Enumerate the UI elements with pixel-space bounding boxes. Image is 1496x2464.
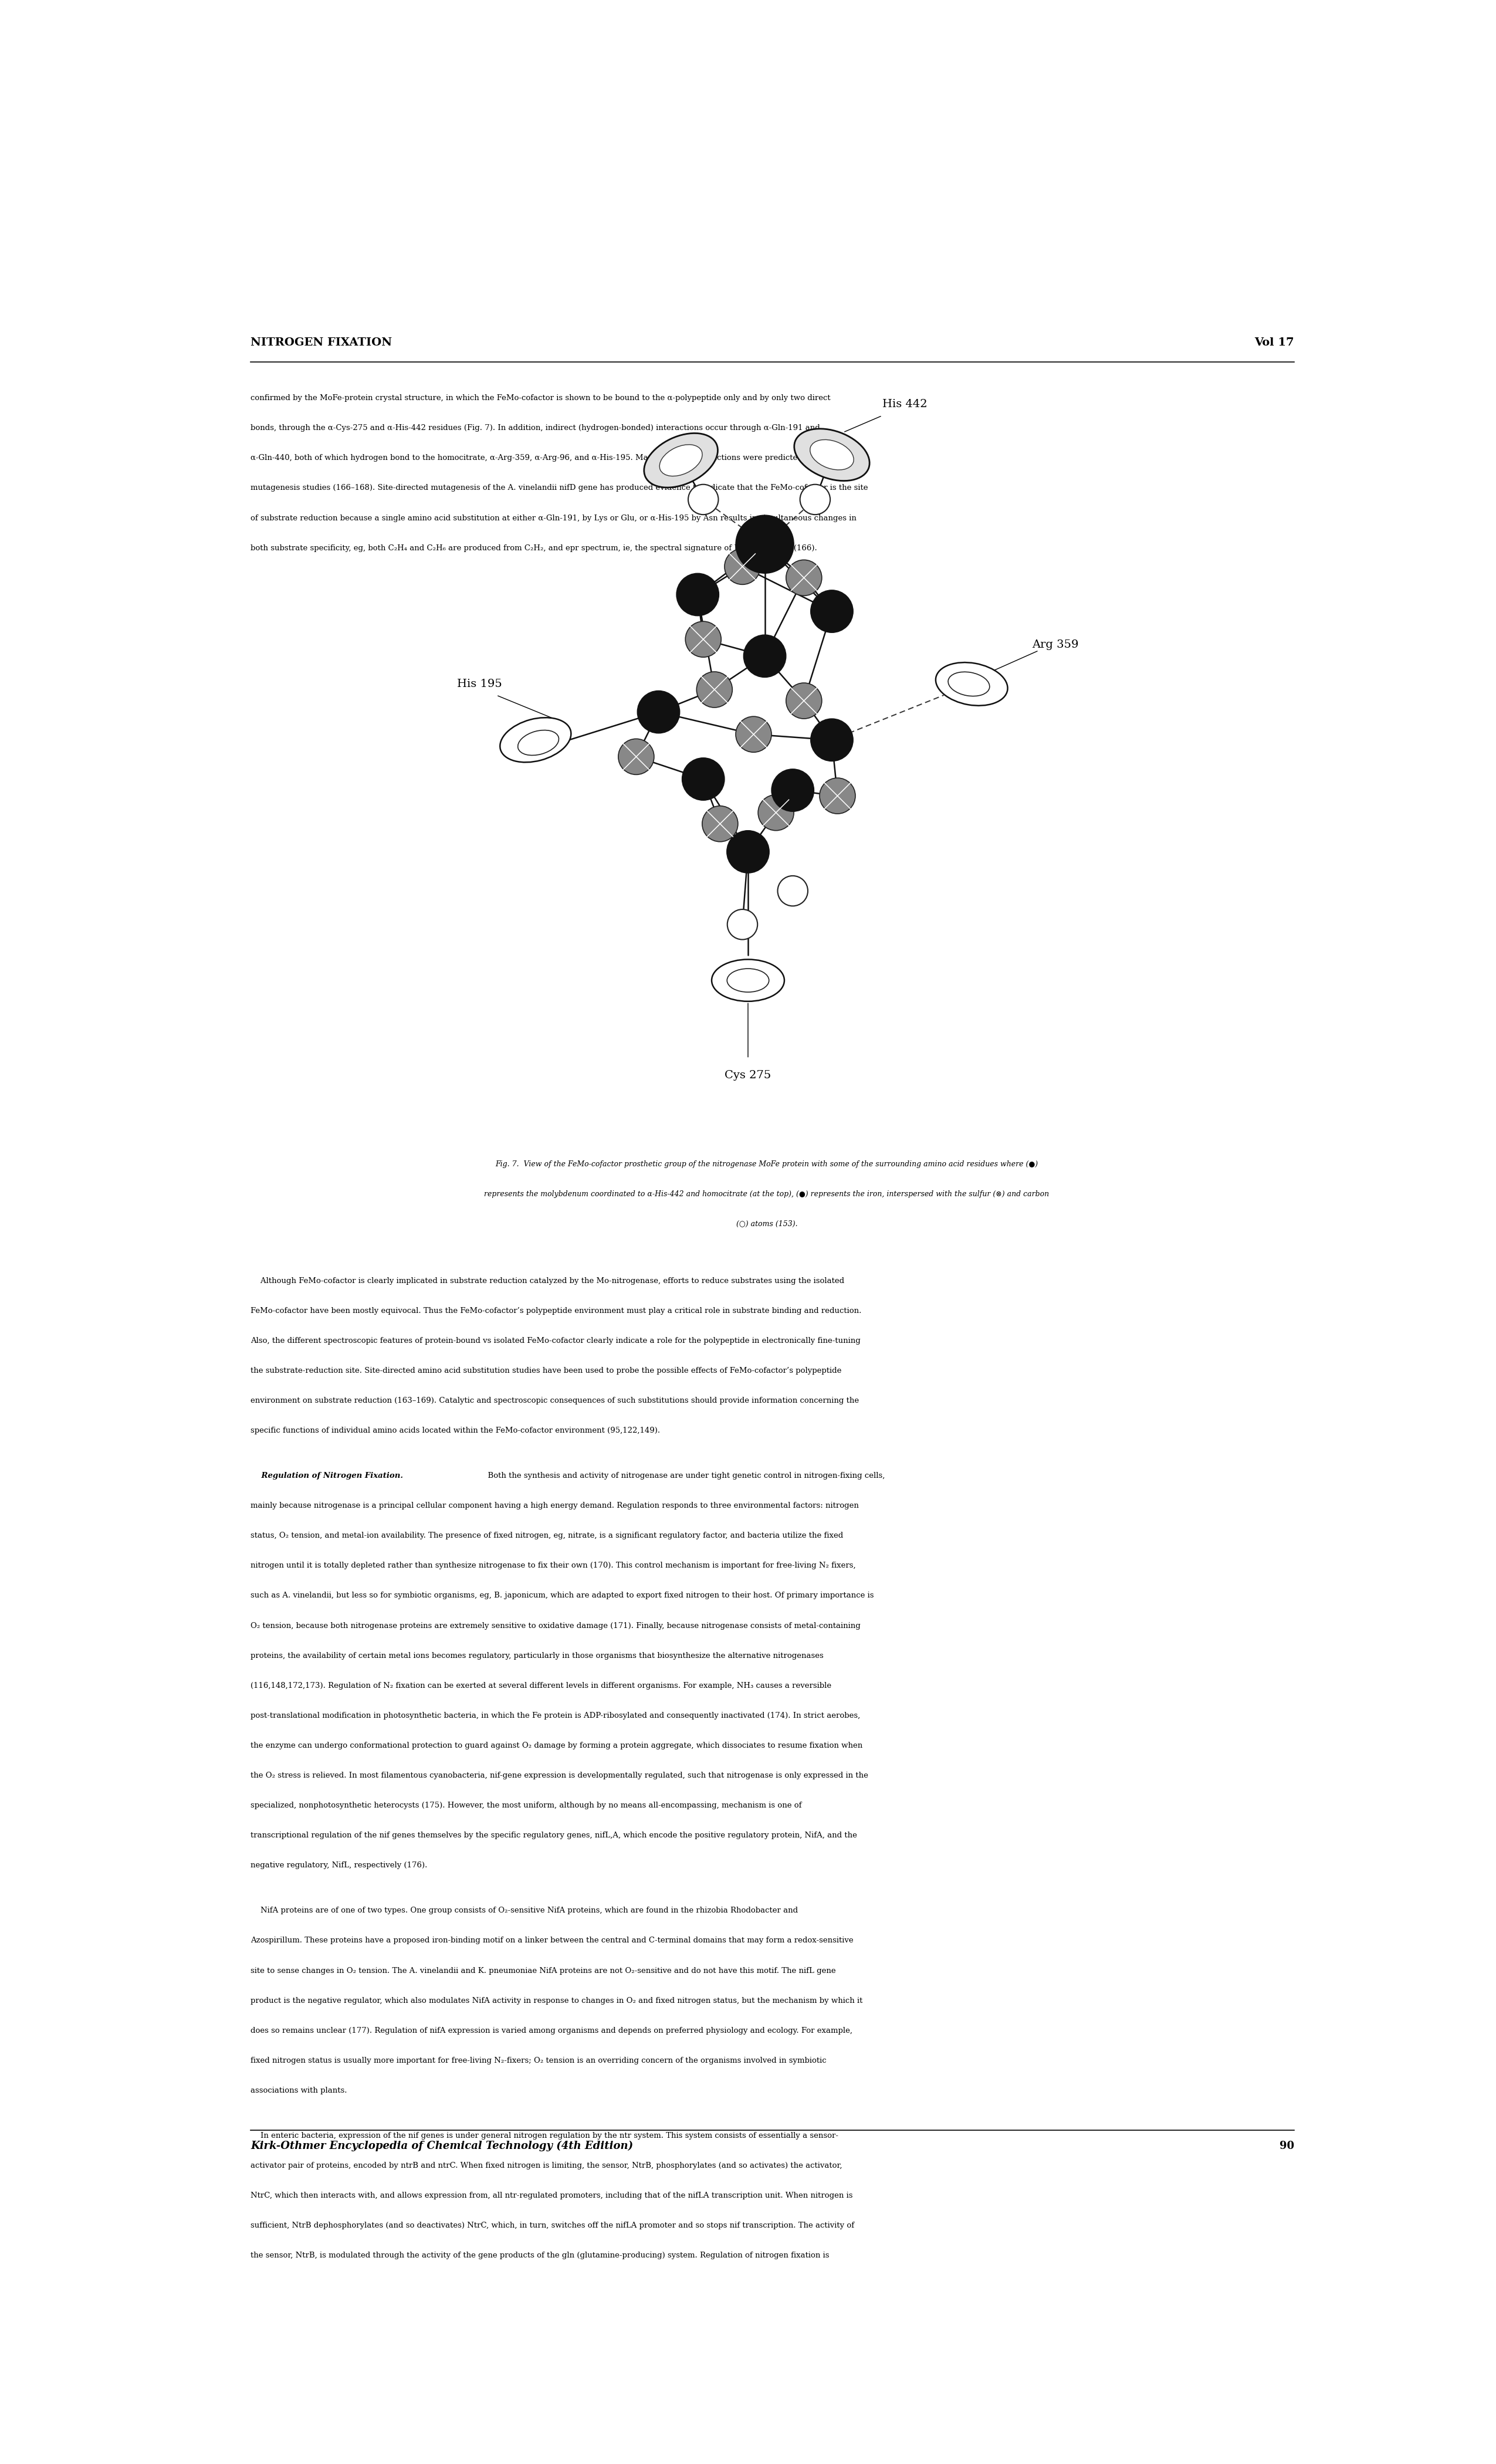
Ellipse shape	[660, 444, 702, 476]
Circle shape	[736, 515, 794, 574]
Circle shape	[811, 589, 853, 633]
Text: the enzyme can undergo conformational protection to guard against O₂ damage by f: the enzyme can undergo conformational pr…	[251, 1742, 863, 1749]
Text: of substrate reduction because a single amino acid substitution at either α-Gln-: of substrate reduction because a single …	[251, 515, 857, 522]
Text: Arg 359: Arg 359	[1032, 641, 1079, 650]
Circle shape	[778, 875, 808, 907]
Text: (116,148,172,173). Regulation of N₂ fixation can be exerted at several different: (116,148,172,173). Regulation of N₂ fixa…	[251, 1683, 832, 1690]
Circle shape	[811, 719, 853, 761]
Ellipse shape	[712, 958, 784, 1000]
Circle shape	[785, 683, 821, 719]
Text: Cys 275: Cys 275	[724, 1069, 772, 1082]
Text: bonds, through the α-Cys-275 and α-His-442 residues (Fig. 7). In addition, indir: bonds, through the α-Cys-275 and α-His-4…	[251, 424, 820, 431]
Circle shape	[772, 769, 814, 811]
Ellipse shape	[794, 429, 869, 480]
Text: FeMo-cofactor have been mostly equivocal. Thus the FeMo-cofactor’s polypeptide e: FeMo-cofactor have been mostly equivocal…	[251, 1306, 862, 1316]
Ellipse shape	[935, 663, 1008, 705]
Ellipse shape	[500, 717, 571, 761]
Text: Azospirillum. These proteins have a proposed iron-binding motif on a linker betw: Azospirillum. These proteins have a prop…	[251, 1937, 854, 1944]
Text: Kirk-Othmer Encyclopedia of Chemical Technology (4th Edition): Kirk-Othmer Encyclopedia of Chemical Tec…	[251, 2141, 633, 2151]
Text: α-Gln-440, both of which hydrogen bond to the homocitrate, α-Arg-359, α-Arg-96, : α-Gln-440, both of which hydrogen bond t…	[251, 453, 836, 461]
Text: mainly because nitrogenase is a principal cellular component having a high energ: mainly because nitrogenase is a principa…	[251, 1503, 859, 1510]
Text: post-translational modification in photosynthetic bacteria, in which the Fe prot: post-translational modification in photo…	[251, 1712, 860, 1720]
Text: NtrC, which then interacts with, and allows expression from, all ntr-regulated p: NtrC, which then interacts with, and all…	[251, 2193, 853, 2200]
Circle shape	[682, 759, 724, 801]
Text: His 195: His 195	[458, 678, 503, 690]
Text: such as A. vinelandii, but less so for symbiotic organisms, eg, B. japonicum, wh: such as A. vinelandii, but less so for s…	[251, 1592, 874, 1599]
Text: proteins, the availability of certain metal ions becomes regulatory, particularl: proteins, the availability of certain me…	[251, 1651, 824, 1658]
Ellipse shape	[809, 439, 854, 471]
Ellipse shape	[518, 729, 560, 756]
Circle shape	[820, 779, 856, 813]
Text: NifA proteins are of one of two types. One group consists of O₂-sensitive NifA p: NifA proteins are of one of two types. O…	[251, 1907, 799, 1915]
Circle shape	[758, 796, 794, 830]
Text: both substrate specificity, eg, both C₂H₄ and C₂H₆ are produced from C₂H₂, and e: both substrate specificity, eg, both C₂H…	[251, 545, 817, 552]
Text: confirmed by the MoFe-protein crystal structure, in which the FeMo-cofactor is s: confirmed by the MoFe-protein crystal st…	[251, 394, 830, 402]
Text: negative regulatory, NifL, respectively (176).: negative regulatory, NifL, respectively …	[251, 1863, 428, 1870]
Text: mutagenesis studies (166–168). Site-directed mutagenesis of the A. vinelandii ni: mutagenesis studies (166–168). Site-dire…	[251, 485, 868, 493]
Text: Also, the different spectroscopic features of protein-bound vs isolated FeMo-cof: Also, the different spectroscopic featur…	[251, 1338, 860, 1345]
Text: Regulation of Nitrogen Fixation.: Regulation of Nitrogen Fixation.	[251, 1471, 404, 1478]
Text: 90: 90	[1279, 2141, 1294, 2151]
Text: the sensor, NtrB, is modulated through the activity of the gene products of the : the sensor, NtrB, is modulated through t…	[251, 2252, 829, 2259]
Text: In enteric bacteria, expression of the nif genes is under general nitrogen regul: In enteric bacteria, expression of the n…	[251, 2131, 839, 2139]
Text: specific functions of individual amino acids located within the FeMo-cofactor en: specific functions of individual amino a…	[251, 1427, 660, 1434]
Circle shape	[697, 673, 733, 707]
Circle shape	[724, 549, 760, 584]
Text: represents the molybdenum coordinated to α-His-442 and homocitrate (at the top),: represents the molybdenum coordinated to…	[485, 1190, 1049, 1198]
Text: associations with plants.: associations with plants.	[251, 2087, 347, 2094]
Text: does so remains unclear (177). Regulation of nifA expression is varied among org: does so remains unclear (177). Regulatio…	[251, 2028, 853, 2035]
Text: the substrate-reduction site. Site-directed amino acid substitution studies have: the substrate-reduction site. Site-direc…	[251, 1368, 842, 1375]
Text: nitrogen until it is totally depleted rather than synthesize nitrogenase to fix : nitrogen until it is totally depleted ra…	[251, 1562, 856, 1570]
Text: the O₂ stress is relieved. In most filamentous cyanobacteria, nif-gene expressio: the O₂ stress is relieved. In most filam…	[251, 1772, 869, 1779]
Text: specialized, nonphotosynthetic heterocysts (175). However, the most uniform, alt: specialized, nonphotosynthetic heterocys…	[251, 1801, 802, 1809]
Text: site to sense changes in O₂ tension. The A. vinelandii and K. pneumoniae NifA pr: site to sense changes in O₂ tension. The…	[251, 1966, 836, 1974]
Circle shape	[744, 636, 785, 678]
Text: NITROGEN FIXATION: NITROGEN FIXATION	[251, 338, 392, 347]
Text: fixed nitrogen status is usually more important for free-living N₂-fixers; O₂ te: fixed nitrogen status is usually more im…	[251, 2057, 827, 2065]
Text: environment on substrate reduction (163–169). Catalytic and spectroscopic conseq: environment on substrate reduction (163–…	[251, 1397, 859, 1404]
Text: sufficient, NtrB dephosphorylates (and so deactivates) NtrC, which, in turn, swi: sufficient, NtrB dephosphorylates (and s…	[251, 2223, 854, 2230]
Circle shape	[800, 485, 830, 515]
Text: O₂ tension, because both nitrogenase proteins are extremely sensitive to oxidati: O₂ tension, because both nitrogenase pro…	[251, 1621, 860, 1629]
Circle shape	[685, 621, 721, 658]
Circle shape	[727, 909, 757, 939]
Ellipse shape	[645, 434, 718, 488]
Text: Although FeMo-cofactor is clearly implicated in substrate reduction catalyzed by: Although FeMo-cofactor is clearly implic…	[251, 1276, 845, 1284]
Ellipse shape	[727, 968, 769, 993]
Text: Both the synthesis and activity of nitrogenase are under tight genetic control i: Both the synthesis and activity of nitro…	[483, 1471, 884, 1478]
Circle shape	[702, 806, 738, 843]
Text: (○) atoms (153).: (○) atoms (153).	[736, 1220, 797, 1227]
Text: transcriptional regulation of the nif genes themselves by the specific regulator: transcriptional regulation of the nif ge…	[251, 1831, 857, 1838]
Ellipse shape	[948, 673, 990, 697]
Circle shape	[727, 830, 769, 872]
Circle shape	[688, 485, 718, 515]
Circle shape	[676, 574, 720, 616]
Text: activator pair of proteins, encoded by ntrB and ntrC. When fixed nitrogen is lim: activator pair of proteins, encoded by n…	[251, 2161, 842, 2168]
Circle shape	[785, 559, 821, 596]
Text: status, O₂ tension, and metal-ion availability. The presence of fixed nitrogen, : status, O₂ tension, and metal-ion availa…	[251, 1533, 844, 1540]
Text: Vol 17: Vol 17	[1255, 338, 1294, 347]
Circle shape	[637, 690, 679, 734]
Text: product is the negative regulator, which also modulates NifA activity in respons: product is the negative regulator, which…	[251, 1996, 863, 2003]
Circle shape	[736, 717, 772, 752]
Circle shape	[618, 739, 654, 774]
Text: His 442: His 442	[883, 399, 928, 409]
Text: Fig. 7.  View of the FeMo-cofactor prosthetic group of the nitrogenase MoFe prot: Fig. 7. View of the FeMo-cofactor prosth…	[495, 1161, 1038, 1168]
